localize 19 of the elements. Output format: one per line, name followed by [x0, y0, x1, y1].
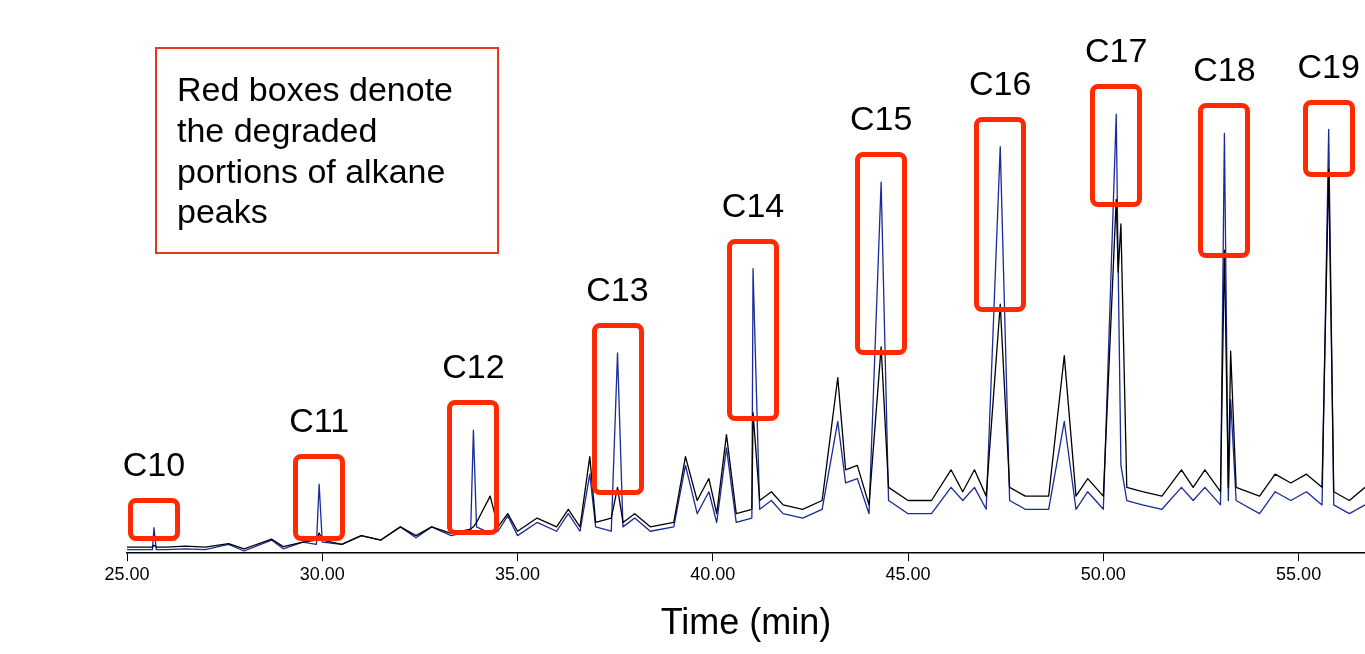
annotation: C16	[969, 63, 1032, 103]
annotation: C13	[586, 269, 649, 309]
x-tick-label: 50.00	[1080, 563, 1126, 584]
x-tick-label: 45.00	[885, 563, 931, 584]
annotation: C11	[289, 401, 350, 441]
annotation: C17	[1085, 31, 1148, 71]
x-tick-label: 35.00	[495, 563, 541, 584]
annotation: C15	[849, 99, 913, 139]
annotation: C18	[1193, 50, 1256, 90]
x-tick-label: 55.00	[1276, 563, 1322, 584]
x-tick-label: 40.00	[690, 563, 736, 584]
annotation: C10	[122, 444, 186, 484]
annotation: Red boxes denote the degraded portions of alkane peaks	[155, 47, 499, 255]
annotation: C19	[1297, 46, 1360, 86]
x-tick-label: 25.00	[104, 563, 150, 584]
annotation: C12	[442, 347, 505, 387]
x-axis-title: Time (min)	[660, 601, 832, 643]
x-tick-label: 30.00	[299, 563, 345, 584]
annotation: C14	[721, 185, 785, 225]
